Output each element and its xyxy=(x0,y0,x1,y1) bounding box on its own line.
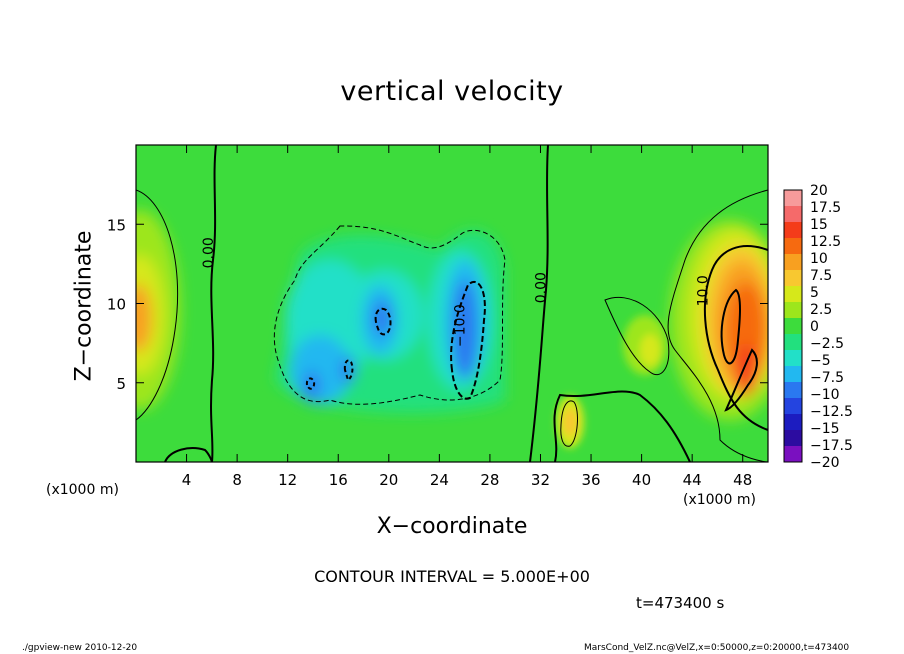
time-label: t=473400 s xyxy=(636,594,725,612)
x-tick-label: 24 xyxy=(430,471,449,489)
y-axis-ticks: 5 10 15 xyxy=(107,216,768,393)
colorbar-label: −10 xyxy=(810,387,840,403)
contour-plus15 xyxy=(724,348,758,412)
contour-interval-label: CONTOUR INTERVAL = 5.000E+00 xyxy=(314,567,590,586)
colorbar-label: 15 xyxy=(810,217,828,233)
colorbar-label: −15 xyxy=(810,421,840,437)
colorbar-label: 7.5 xyxy=(810,268,832,284)
colorbar-label: −20 xyxy=(810,455,840,471)
contour-plus5-small xyxy=(560,400,578,447)
colorbar-label: 12.5 xyxy=(810,234,841,250)
contour-plus10-right xyxy=(703,245,768,431)
contour-plus5-mid xyxy=(604,296,670,376)
contour-label: 10.0 xyxy=(695,275,711,306)
y-tick-label: 15 xyxy=(107,216,126,234)
contour-plus10-inner xyxy=(720,288,741,365)
contour-plus5-right xyxy=(667,189,768,462)
colorbar-swatch xyxy=(784,350,802,367)
colorbar-swatch xyxy=(784,414,802,431)
colorbar-swatch xyxy=(784,334,802,351)
colorbar-label: −17.5 xyxy=(810,438,853,454)
colorbar-swatch xyxy=(784,430,802,447)
colorbar: 2017.51512.5107.552.50−2.5−5−7.5−10−12.5… xyxy=(783,183,853,471)
colorbar-swatch xyxy=(784,190,802,207)
colorbar-label: 10 xyxy=(810,251,828,267)
colorbar-swatch xyxy=(784,318,802,335)
velocity-field xyxy=(136,145,768,462)
colorbar-swatch xyxy=(784,302,802,319)
contour-minus10-c xyxy=(343,359,354,382)
colorbar-swatch xyxy=(784,222,802,239)
x-axis-ticks: 4 8 12 16 20 24 28 32 36 40 44 48 xyxy=(182,145,752,489)
colorbar-label: −5 xyxy=(810,353,831,369)
colorbar-swatch xyxy=(784,398,802,415)
x-tick-label: 32 xyxy=(531,471,550,489)
x-tick-label: 16 xyxy=(329,471,348,489)
x-tick-label: 12 xyxy=(278,471,297,489)
contour-minus10-a xyxy=(450,281,486,400)
contour-label-layer: 0.00 0.00 −10.0 10.0 xyxy=(201,237,711,347)
x-tick-label: 20 xyxy=(379,471,398,489)
contour-plus5-left xyxy=(136,189,179,421)
y-tick-label: 5 xyxy=(116,375,126,393)
colorbar-swatch xyxy=(784,270,802,287)
left-updraft xyxy=(136,210,180,410)
contour-lines xyxy=(136,145,768,462)
colorbar-label: 20 xyxy=(810,183,828,199)
footer-data-source: MarsCond_VelZ.nc@VelZ,x=0:50000,z=0:2000… xyxy=(584,643,850,653)
colorbar-swatch xyxy=(784,254,802,271)
x-tick-label: 36 xyxy=(581,471,600,489)
colorbar-swatch xyxy=(784,238,802,255)
colorbar-swatch xyxy=(784,206,802,223)
colorbar-label: 0 xyxy=(810,319,819,335)
y-axis-unit: (x1000 m) xyxy=(46,482,119,498)
chart-title: vertical velocity xyxy=(340,76,564,107)
colorbar-label: 5 xyxy=(810,285,819,301)
contour-minus10-d xyxy=(305,377,316,390)
y-tick-label: 10 xyxy=(107,296,126,314)
colorbar-label: 2.5 xyxy=(810,302,832,318)
x-tick-label: 40 xyxy=(632,471,651,489)
colorbar-label: 17.5 xyxy=(810,200,841,216)
contour-label: 0.00 xyxy=(534,272,550,303)
y-axis-title: Z−coordinate xyxy=(71,230,97,382)
contour-zero-right xyxy=(529,145,549,462)
x-tick-label: 44 xyxy=(683,471,702,489)
colorbar-label: −12.5 xyxy=(810,404,853,420)
contour-minus5 xyxy=(273,225,506,405)
colorbar-label: −7.5 xyxy=(810,370,844,386)
colorbar-swatch xyxy=(784,366,802,383)
contour-label: −10.0 xyxy=(453,304,469,347)
x-tick-label: 28 xyxy=(480,471,499,489)
footer-program-info: ./gpview-new 2010-12-20 xyxy=(22,643,138,653)
x-tick-label: 8 xyxy=(232,471,242,489)
x-axis-unit: (x1000 m) xyxy=(683,492,756,508)
colorbar-swatch xyxy=(784,382,802,399)
contour-zero-bottom xyxy=(164,447,213,462)
colorbar-swatch xyxy=(784,286,802,303)
colorbar-label: −2.5 xyxy=(810,336,844,352)
colorbar-frame xyxy=(783,189,803,463)
contour-label: 0.00 xyxy=(201,237,217,268)
contour-minus10-b xyxy=(374,307,392,336)
contour-zero-lower xyxy=(553,390,691,462)
contour-zero-left xyxy=(210,145,217,462)
x-tick-label: 4 xyxy=(182,471,192,489)
x-tick-label: 48 xyxy=(733,471,752,489)
x-axis-title: X−coordinate xyxy=(376,514,528,539)
colorbar-swatch xyxy=(784,446,802,463)
